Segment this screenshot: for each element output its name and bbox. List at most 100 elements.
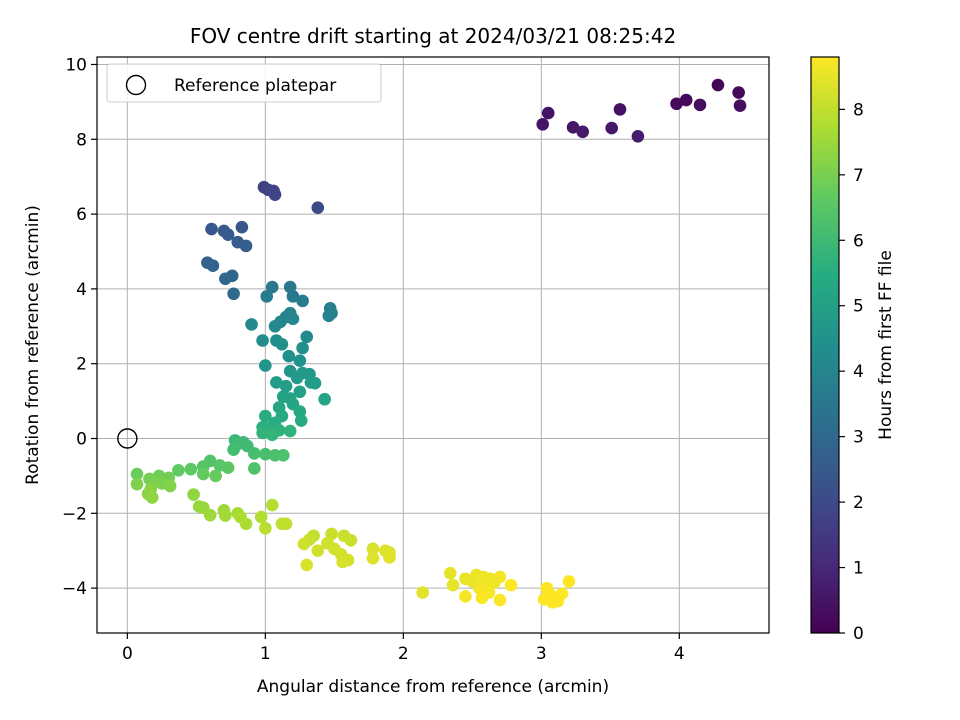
data-point <box>296 294 309 308</box>
data-point <box>130 467 144 481</box>
data-point <box>693 98 707 112</box>
data-point <box>631 129 645 143</box>
data-point <box>459 590 472 603</box>
data-point <box>145 491 159 504</box>
data-point <box>219 272 232 286</box>
data-point <box>227 443 240 457</box>
colorbar-tick-label: 5 <box>853 297 864 317</box>
data-point <box>605 121 618 135</box>
data-point <box>311 544 325 558</box>
data-point <box>383 551 396 564</box>
data-point <box>711 78 725 92</box>
data-point <box>276 449 290 462</box>
x-tick-label: 2 <box>398 644 409 664</box>
y-tick-label: 8 <box>76 130 87 150</box>
y-tick-label: 2 <box>76 355 87 375</box>
data-point <box>290 371 304 385</box>
data-point <box>187 488 200 501</box>
data-point <box>256 334 269 347</box>
data-point <box>256 426 269 440</box>
data-point <box>248 462 261 475</box>
y-axis-ticks: −4 −2 0 2 4 6 8 10 <box>62 55 97 599</box>
colorbar-tick-label: 1 <box>853 559 864 579</box>
x-tick-label: 0 <box>122 644 133 664</box>
data-point <box>504 578 518 592</box>
colorbar-tick-label: 3 <box>853 428 864 448</box>
data-point <box>613 103 627 116</box>
data-point <box>311 201 325 215</box>
x-tick-label: 3 <box>536 644 547 664</box>
legend: Reference platepar <box>106 63 382 103</box>
grid <box>97 57 769 633</box>
x-axis-ticks: 0 1 2 3 4 <box>122 633 685 664</box>
colorbar-ticks: 0 1 2 3 4 5 6 7 8 <box>839 100 864 644</box>
data-point <box>536 118 550 131</box>
data-point <box>219 509 232 522</box>
y-tick-label: 6 <box>76 205 87 225</box>
data-point <box>259 359 272 372</box>
colorbar-frame <box>810 56 840 634</box>
data-point <box>493 593 507 607</box>
data-point <box>239 239 253 253</box>
plot-frame <box>96 56 770 634</box>
data-point <box>318 392 331 406</box>
legend-entry-reference-platepar: Reference platepar <box>174 76 336 96</box>
y-tick-label: −4 <box>62 579 87 599</box>
data-point <box>732 86 745 99</box>
data-point <box>265 428 279 442</box>
x-axis-label: Angular distance from reference (arcmin) <box>257 677 609 697</box>
data-point <box>576 125 590 139</box>
data-point <box>541 106 555 120</box>
data-point <box>270 376 283 389</box>
data-point <box>254 510 268 524</box>
data-point <box>548 591 562 604</box>
data-points <box>130 78 747 609</box>
colorbar-tick-label: 0 <box>853 624 864 644</box>
reference-platepar-marker <box>117 428 138 449</box>
data-point <box>566 121 580 134</box>
data-point <box>416 586 429 599</box>
y-tick-label: 4 <box>76 280 87 300</box>
data-point <box>679 93 693 107</box>
data-point <box>265 280 279 294</box>
data-point <box>163 479 177 493</box>
data-point <box>172 463 185 477</box>
data-point <box>260 290 274 303</box>
colorbar-tick-label: 2 <box>853 493 864 513</box>
colorbar-label: Hours from first FF file <box>876 250 896 440</box>
data-point <box>259 447 272 461</box>
data-point <box>297 537 311 551</box>
data-point <box>294 414 308 427</box>
data-point <box>475 591 489 605</box>
colorbar-tick-label: 4 <box>853 362 864 382</box>
colorbar-gradient <box>811 57 839 633</box>
y-tick-label: 10 <box>65 55 87 75</box>
data-point <box>235 220 249 234</box>
legend-marker-icon <box>125 74 147 96</box>
data-point <box>286 290 300 303</box>
data-point <box>300 558 314 572</box>
data-point <box>300 330 314 344</box>
colorbar-tick-label: 8 <box>853 100 864 120</box>
data-point <box>203 508 217 522</box>
data-point <box>293 385 307 399</box>
colorbar-tick-label: 6 <box>853 231 864 251</box>
data-point <box>248 447 261 460</box>
data-point <box>493 570 507 584</box>
y-axis-label: Rotation from reference (arcmin) <box>23 205 43 485</box>
data-point <box>259 409 272 423</box>
colorbar-tick-label: 7 <box>853 166 864 186</box>
data-point <box>446 578 460 592</box>
data-point <box>283 424 297 438</box>
data-point <box>196 467 210 481</box>
data-point <box>336 555 349 569</box>
y-tick-label: 0 <box>76 430 87 450</box>
data-point <box>296 341 309 355</box>
data-point <box>227 287 240 301</box>
data-point <box>221 228 235 241</box>
data-point <box>268 319 282 333</box>
data-point <box>366 551 380 565</box>
data-point <box>286 312 300 326</box>
chart-title: FOV centre drift starting at 2024/03/21 … <box>190 24 676 48</box>
